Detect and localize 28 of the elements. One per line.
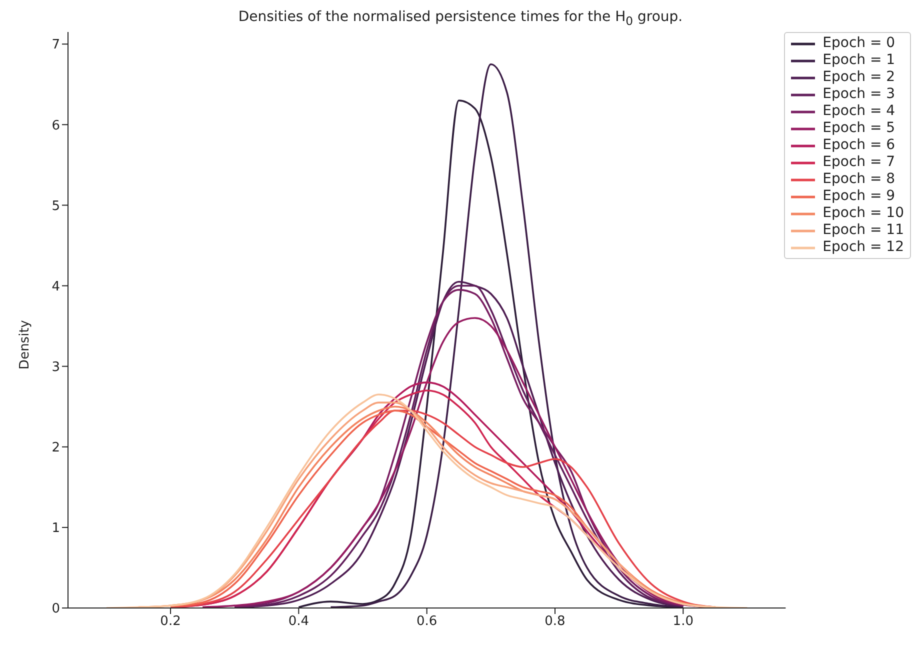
legend-label: Epoch = 8 bbox=[822, 171, 896, 188]
y-axis-title: Density bbox=[18, 320, 33, 370]
x-tick-label: 0.6 bbox=[416, 614, 438, 630]
y-tick-label: 4 bbox=[52, 279, 60, 294]
x-tick-label: 1.0 bbox=[672, 614, 694, 630]
chart-title: Densities of the normalised persistence times for the H$_{0}$ group. bbox=[237, 8, 684, 28]
y-tick-label: 6 bbox=[52, 118, 60, 134]
legend-label: Epoch = 9 bbox=[822, 188, 896, 205]
x-tick-label: 0.4 bbox=[288, 614, 310, 630]
legend-label: Epoch = 11 bbox=[822, 222, 904, 239]
legend-label: Epoch = 4 bbox=[822, 103, 896, 120]
y-tick-label: 1 bbox=[52, 521, 60, 536]
y-tick-label: 2 bbox=[52, 440, 60, 456]
y-tick-label: 7 bbox=[52, 38, 60, 53]
x-tick-label: 0.8 bbox=[544, 614, 566, 630]
x-tick-label: 0.2 bbox=[160, 614, 181, 630]
legend-label: Epoch = 12 bbox=[822, 239, 904, 256]
y-tick-label: 0 bbox=[52, 602, 60, 617]
legend-label: Epoch = 5 bbox=[822, 120, 896, 137]
legend-label: Epoch = 2 bbox=[822, 69, 896, 86]
y-tick-label: 5 bbox=[52, 198, 60, 214]
legend-label: Epoch = 0 bbox=[822, 35, 896, 52]
legend-label: Epoch = 6 bbox=[822, 137, 896, 154]
y-tick-label: 3 bbox=[52, 360, 60, 375]
legend-label: Epoch = 1 bbox=[822, 52, 896, 69]
legend-label: Epoch = 7 bbox=[822, 154, 896, 171]
legend-label: Epoch = 3 bbox=[822, 86, 896, 103]
legend-label: Epoch = 10 bbox=[822, 205, 904, 222]
